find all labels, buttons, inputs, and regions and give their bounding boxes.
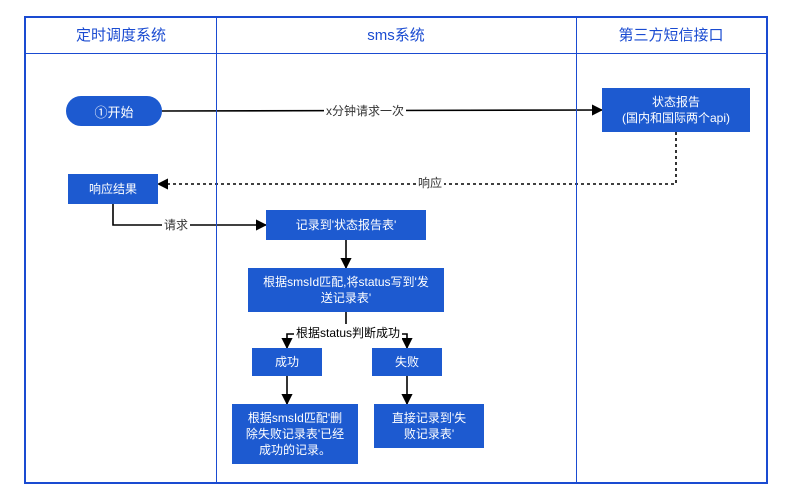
node-match: 根据smsId匹配,将status写到'发 送记录表' [248, 268, 444, 312]
node-success_act: 根据smsId匹配'删 除失败记录表'已经 成功的记录。 [232, 404, 358, 464]
node-fail_act: 直接记录到'失 败记录表' [374, 404, 484, 448]
lane-header-lane1: 定时调度系统 [26, 18, 216, 54]
lane-separator [216, 18, 217, 482]
node-status_report: 状态报告 (国内和国际两个api) [602, 88, 750, 132]
edge-label-e3: 请求 [162, 216, 190, 233]
node-fail: 失败 [372, 348, 442, 376]
lane-header-lane2: sms系统 [216, 18, 576, 54]
node-record: 记录到'状态报告表' [266, 210, 426, 240]
node-start: ①开始 [66, 96, 162, 126]
lane-separator [576, 18, 577, 482]
flowchart-canvas: 定时调度系统sms系统第三方短信接口 ①开始 状态报告 (国内和国际两个api) 响应… [24, 16, 768, 484]
node-success: 成功 [252, 348, 322, 376]
node-response: 响应结果 [68, 174, 158, 204]
lane-header-lane3: 第三方短信接口 [576, 18, 766, 54]
edge-label-e2: 响应 [416, 174, 444, 191]
edge-label-e1: x分钟请求一次 [324, 102, 406, 119]
edge-label-e5: 根据status判断成功 [294, 324, 402, 341]
